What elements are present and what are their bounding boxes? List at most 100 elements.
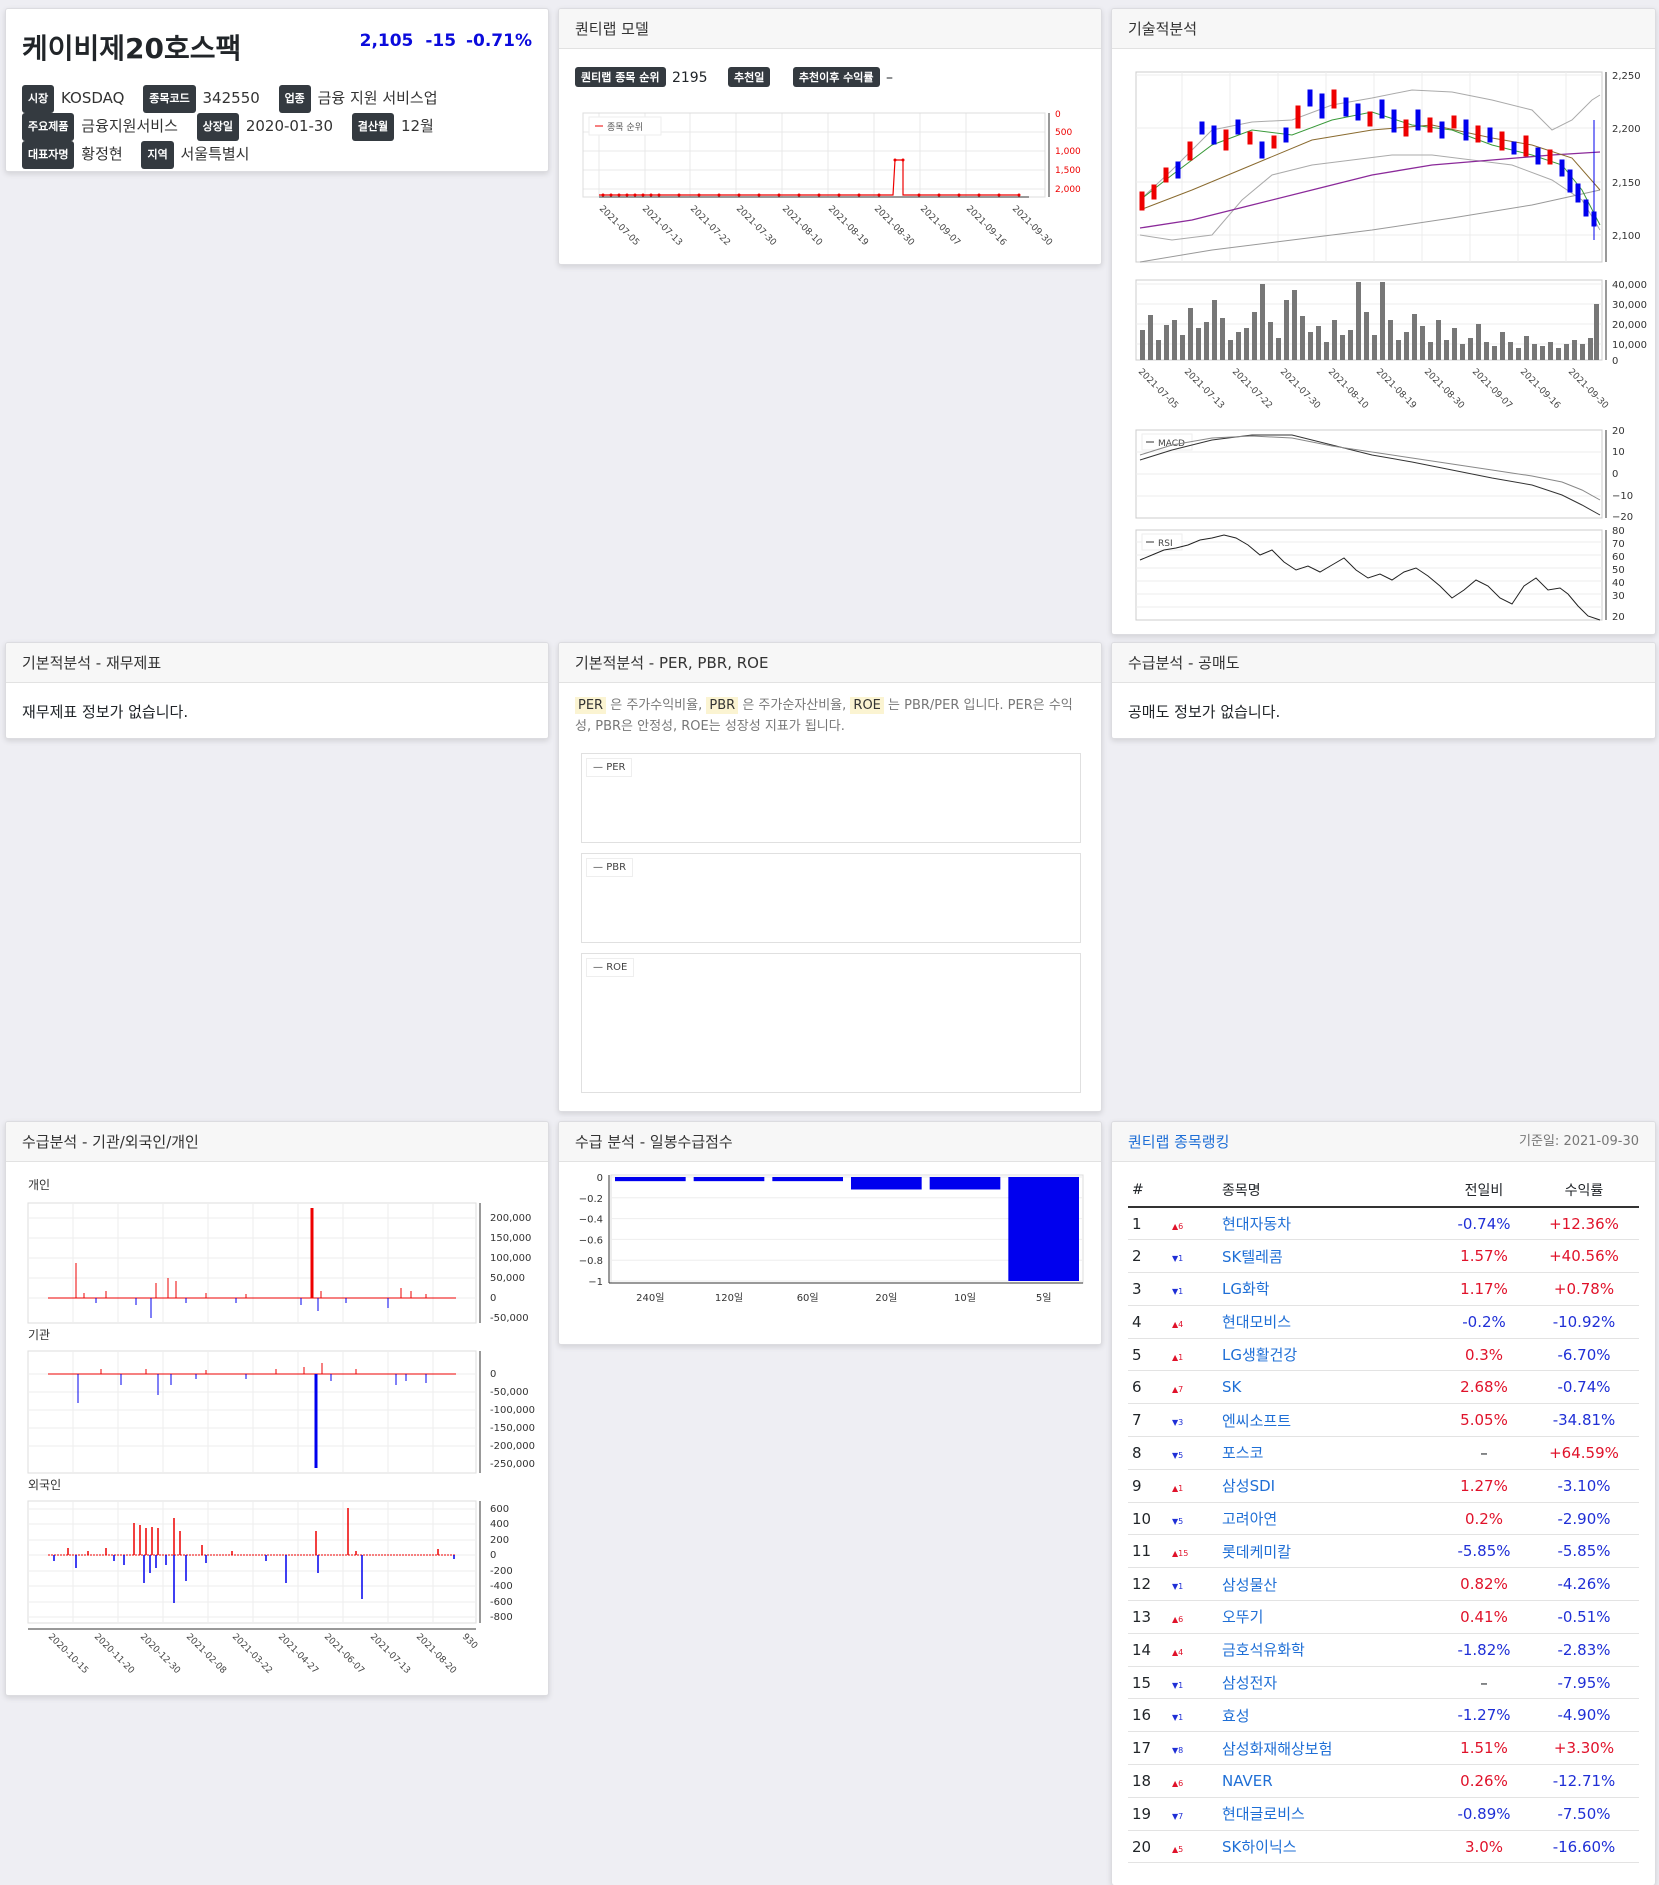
ranking-row[interactable]: 14 ▲4 금호석유화학 -1.82% -2.83% xyxy=(1128,1633,1639,1667)
individual-ytick: 150,000 xyxy=(490,1233,531,1244)
rsi-ytick: 80 xyxy=(1612,526,1625,537)
daily-change: -0.2% xyxy=(1439,1305,1529,1339)
rank-number: 19 xyxy=(1128,1797,1168,1831)
individual-ytick: 0 xyxy=(490,1293,496,1304)
institution-ytick: -200,000 xyxy=(490,1441,535,1452)
daily-bar xyxy=(615,1177,686,1182)
stock-link[interactable]: 포스코 xyxy=(1222,1444,1264,1463)
supply-xtick: 2021-04-27 xyxy=(276,1632,320,1676)
stock-link[interactable]: 삼성물산 xyxy=(1222,1575,1278,1594)
stock-link[interactable]: 현대글로비스 xyxy=(1222,1805,1305,1824)
tech-xtick: 2021-08-10 xyxy=(1326,367,1370,411)
quantilab-model-card: 퀀티랩 모델 퀀티랩 종목 순위 2195 추천일 추천이후 수익률 – 종목 … xyxy=(558,8,1102,265)
stock-link[interactable]: LG화학 xyxy=(1222,1280,1270,1299)
ranking-row[interactable]: 12 ▼1 삼성물산 0.82% -4.26% xyxy=(1128,1567,1639,1602)
rank-change: ▼1 xyxy=(1172,1254,1184,1264)
daily-xtick: 120일 xyxy=(715,1292,743,1304)
listing-date-badge: 상장일 xyxy=(196,113,240,141)
foreign-ytick: -600 xyxy=(490,1597,513,1608)
industry-value: 금융 지원 서비스업 xyxy=(317,89,438,107)
daily-change: -0.89% xyxy=(1439,1797,1529,1831)
ranking-row[interactable]: 15 ▼1 삼성전자 – -7.95% xyxy=(1128,1666,1639,1700)
stock-link[interactable]: SK xyxy=(1222,1378,1242,1397)
stock-link[interactable]: 고려아연 xyxy=(1222,1510,1278,1529)
stock-link[interactable]: 오뚜기 xyxy=(1222,1608,1264,1627)
rank-ytick: 2,000 xyxy=(1055,185,1081,195)
daily-col-header: 전일비 xyxy=(1439,1174,1529,1208)
supply-xtick: 2020-11-20 xyxy=(92,1632,136,1676)
daily-bar xyxy=(693,1177,765,1182)
ranking-row[interactable]: 17 ▼8 삼성화재해상보험 1.51% +3.30% xyxy=(1128,1731,1639,1766)
daily-change: 1.57% xyxy=(1439,1239,1529,1274)
stock-link[interactable]: 삼성SDI xyxy=(1222,1477,1276,1496)
code-value: 342550 xyxy=(202,89,260,107)
svg-text:MACD: MACD xyxy=(1158,439,1185,449)
macd-ytick: −20 xyxy=(1612,512,1633,523)
ranking-row[interactable]: 13 ▲6 오뚜기 0.41% -0.51% xyxy=(1128,1600,1639,1634)
ranking-row[interactable]: 11 ▲15 롯데케미칼 -5.85% -5.85% xyxy=(1128,1534,1639,1569)
stock-link[interactable]: SK하이닉스 xyxy=(1222,1838,1297,1857)
ranking-row[interactable]: 18 ▲6 NAVER 0.26% -12.71% xyxy=(1128,1764,1639,1798)
per-highlight: PER xyxy=(575,697,607,714)
ranking-row[interactable]: 3 ▼1 LG화학 1.17% +0.78% xyxy=(1128,1272,1639,1306)
stock-link[interactable]: 삼성전자 xyxy=(1222,1674,1278,1693)
rank-ytick: 0 xyxy=(1055,110,1061,120)
ranking-row[interactable]: 20 ▲5 SK하이닉스 3.0% -16.60% xyxy=(1128,1830,1639,1864)
roe-highlight: ROE xyxy=(850,697,884,714)
daily-change: 0.41% xyxy=(1439,1600,1529,1634)
ranking-row[interactable]: 7 ▼3 엔씨소프트 5.05% -34.81% xyxy=(1128,1403,1639,1438)
ranking-row[interactable]: 19 ▼7 현대글로비스 -0.89% -7.50% xyxy=(1128,1797,1639,1831)
stock-link[interactable]: 삼성화재해상보험 xyxy=(1222,1739,1333,1758)
stock-link[interactable]: NAVER xyxy=(1222,1771,1273,1790)
institution-ytick: -250,000 xyxy=(490,1459,535,1470)
ranking-row[interactable]: 2 ▼1 SK텔레콤 1.57% +40.56% xyxy=(1128,1239,1639,1274)
ranking-row[interactable]: 5 ▲1 LG생활건강 0.3% -6.70% xyxy=(1128,1338,1639,1372)
ranking-row[interactable]: 9 ▲1 삼성SDI 1.27% -3.10% xyxy=(1128,1469,1639,1503)
ranking-row[interactable]: 4 ▲4 현대모비스 -0.2% -10.92% xyxy=(1128,1305,1639,1339)
ranking-row[interactable]: 10 ▼5 고려아연 0.2% -2.90% xyxy=(1128,1502,1639,1536)
ranking-row[interactable]: 8 ▼5 포스코 – +64.59% xyxy=(1128,1436,1639,1470)
per-chart: — PER xyxy=(581,753,1081,843)
roe-chart: — ROE xyxy=(581,953,1081,1093)
daily-change: 0.82% xyxy=(1439,1567,1529,1602)
rank-xtick: 2021-07-30 xyxy=(734,204,778,248)
rank-change: ▲1 xyxy=(1172,1483,1184,1493)
stock-link[interactable]: 현대자동차 xyxy=(1222,1215,1292,1234)
short-selling-message: 공매도 정보가 없습니다. xyxy=(1128,703,1281,721)
rank-change: ▲6 xyxy=(1172,1221,1184,1231)
daily-change: 1.17% xyxy=(1439,1272,1529,1306)
stock-link[interactable]: LG생활건강 xyxy=(1222,1346,1298,1365)
daily-bar xyxy=(851,1177,922,1190)
ranking-row[interactable]: 6 ▲7 SK 2.68% -0.74% xyxy=(1128,1370,1639,1405)
ranking-table: # 종목명 전일비 수익률 1 ▲6 현대자동차 -0.74% +12.36% 2 ▼1 SK… xyxy=(1128,1174,1639,1864)
rank-change: ▼1 xyxy=(1172,1582,1184,1592)
foreign-ytick: 600 xyxy=(490,1504,509,1515)
rsi-legend: RSI xyxy=(1141,533,1183,551)
stock-link[interactable]: 현대모비스 xyxy=(1222,1313,1292,1332)
rank-change: ▼1 xyxy=(1172,1286,1184,1296)
rank-number: 13 xyxy=(1128,1600,1168,1634)
pbr-legend: PBR xyxy=(606,862,627,873)
stock-link[interactable]: 롯데케미칼 xyxy=(1222,1542,1292,1561)
rank-change: ▼7 xyxy=(1172,1811,1184,1821)
stock-name: 케이비제20호스팩 xyxy=(22,32,242,65)
daily-supply-header: 수급 분석 - 일봉수급점수 xyxy=(559,1122,1101,1162)
ranking-title[interactable]: 퀀티랩 종목랭킹 xyxy=(1128,1133,1230,1151)
ranking-row[interactable]: 1 ▲6 현대자동차 -0.74% +12.36% xyxy=(1128,1207,1639,1241)
rank-change: ▲1 xyxy=(1172,1352,1184,1362)
supply-xtick: 2021-03-22 xyxy=(230,1632,274,1676)
rank-legend-label: 종목 순위 xyxy=(607,122,643,133)
stock-link[interactable]: SK텔레콤 xyxy=(1222,1247,1283,1266)
stock-link[interactable]: 효성 xyxy=(1222,1706,1250,1725)
stock-link[interactable]: 금호석유화학 xyxy=(1222,1641,1305,1660)
ranking-row[interactable]: 16 ▼1 효성 -1.27% -4.90% xyxy=(1128,1698,1639,1733)
return-value: -2.83% xyxy=(1529,1633,1639,1667)
ranking-date: 기준일: 2021-09-30 xyxy=(1519,1134,1639,1149)
ceo-value: 황정현 xyxy=(81,145,123,163)
price-ytick: 2,200 xyxy=(1612,124,1641,135)
supply-card: 수급분석 - 기관/외국인/개인 개인 200,000 150,000 100,… xyxy=(5,1121,549,1696)
daily-ytick: 0 xyxy=(597,1173,603,1184)
rank-number: 20 xyxy=(1128,1830,1168,1864)
stock-link[interactable]: 엔씨소프트 xyxy=(1222,1411,1292,1430)
short-selling-header: 수급분석 - 공매도 xyxy=(1112,643,1655,683)
